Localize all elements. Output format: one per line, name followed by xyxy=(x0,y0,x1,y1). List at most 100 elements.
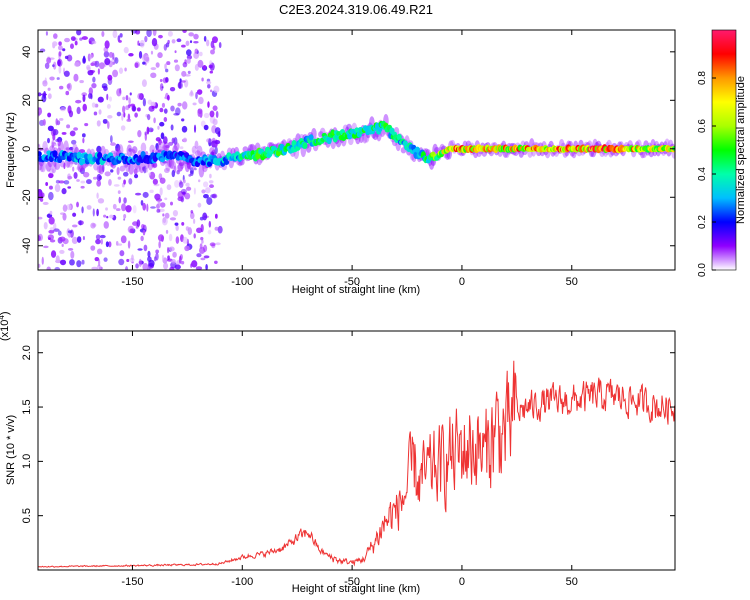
heatmap-noise-cell xyxy=(91,40,97,45)
heatmap-noise-cell xyxy=(131,254,134,261)
heatmap-noise-cell xyxy=(208,220,212,228)
snr-x-tick-label: 0 xyxy=(459,576,465,588)
colorbar-gradient xyxy=(711,29,737,271)
heatmap-noise-cell xyxy=(76,260,82,268)
heatmap-noise-cell xyxy=(42,201,49,206)
heatmap-noise-cell xyxy=(158,34,163,39)
heatmap-halo-cell xyxy=(96,164,103,174)
heatmap-noise-cell xyxy=(167,39,170,45)
heatmap-noise-cell xyxy=(107,115,113,119)
heatmap-noise-cell xyxy=(155,62,160,68)
heatmap-halo-cell xyxy=(79,165,85,172)
heatmap-noise-cell xyxy=(162,217,167,224)
heatmap-noise-cell xyxy=(168,141,174,146)
heatmap-noise-cell xyxy=(79,220,82,226)
heatmap-noise-cell xyxy=(170,124,174,131)
heatmap-noise-cell xyxy=(190,211,195,220)
heatmap-noise-cell xyxy=(218,41,222,49)
heatmap-noise-cell xyxy=(162,136,168,145)
heatmap-noise-cell xyxy=(124,67,127,72)
heatmap-noise-cell xyxy=(88,93,93,99)
heatmap-noise-cell xyxy=(105,241,109,248)
heatmap-noise-cell xyxy=(94,257,100,262)
snr-x-ticks: -150 -100 -50 0 50 xyxy=(121,331,578,588)
heatmap-noise-cell xyxy=(122,105,126,114)
heatmap-noise-cell xyxy=(43,245,49,249)
heatmap-noise-cell xyxy=(188,174,192,177)
heatmap-noise-cell xyxy=(96,264,102,270)
heatmap-noise-cell xyxy=(197,202,202,208)
heatmap-noise-cell xyxy=(176,38,182,43)
heatmap-noise-cell xyxy=(128,53,134,57)
heatmap-noise-cell xyxy=(171,259,176,264)
heatmap-noise-cell xyxy=(142,229,146,236)
heatmap-noise-cell xyxy=(63,162,66,170)
heatmap-noise-cell xyxy=(95,234,101,240)
heatmap-noise-cell xyxy=(94,60,100,68)
heatmap-noise-cell xyxy=(72,212,77,217)
heatmap-noise-cell xyxy=(152,30,157,37)
heatmap-noise-cell xyxy=(107,121,110,129)
heatmap-halo-cell xyxy=(174,142,180,151)
colorbar-tick-label: 0.4 xyxy=(697,167,708,181)
heatmap-ridge-cell xyxy=(97,151,103,159)
heatmap-noise-cell xyxy=(157,234,165,242)
heatmap-noise-cell xyxy=(89,54,93,59)
heatmap-noise-cell xyxy=(211,36,218,44)
spectrogram-y-tick-label: 0 xyxy=(21,146,33,152)
heatmap-noise-cell xyxy=(181,44,186,48)
heatmap-noise-cell xyxy=(66,124,71,129)
heatmap-noise-cell xyxy=(212,118,218,126)
heatmap-noise-cell xyxy=(170,105,175,112)
heatmap-noise-cell xyxy=(182,61,188,68)
heatmap-noise-cell xyxy=(47,137,50,144)
heatmap-noise-cell xyxy=(174,264,181,270)
heatmap-noise-cell xyxy=(125,94,129,101)
spectrogram-panel: -150 -100 -50 0 50 -40 -20 0 20 40 Height of str… xyxy=(5,29,676,296)
heatmap-noise-cell xyxy=(169,266,175,270)
heatmap-noise-cell xyxy=(48,237,51,241)
heatmap-noise-cell xyxy=(171,39,176,44)
heatmap-noise-cell xyxy=(158,240,161,249)
heatmap-noise-cell xyxy=(208,64,213,69)
heatmap-noise-cell xyxy=(55,138,60,143)
heatmap-noise-cell xyxy=(38,107,43,116)
heatmap-noise-cell xyxy=(199,243,203,250)
snr-y-tick-label: 2.0 xyxy=(21,345,33,360)
heatmap-noise-cell xyxy=(121,113,124,121)
heatmap-noise-cell xyxy=(214,260,218,265)
heatmap-noise-cell xyxy=(103,214,107,218)
heatmap-noise-cell xyxy=(54,266,61,270)
heatmap-noise-cell xyxy=(48,185,53,190)
snr-x-tick-label: -100 xyxy=(231,576,253,588)
heatmap-noise-cell xyxy=(105,207,108,211)
heatmap-noise-cell xyxy=(126,118,132,122)
heatmap-noise-cell xyxy=(71,139,77,145)
heatmap-noise-cell xyxy=(92,208,95,217)
heatmap-noise-cell xyxy=(49,239,56,243)
heatmap-noise-cell xyxy=(53,33,58,39)
heatmap-noise-cell xyxy=(159,202,166,208)
heatmap-noise-cell xyxy=(180,188,187,195)
heatmap-noise-cell xyxy=(118,39,122,43)
heatmap-noise-cell xyxy=(184,192,191,200)
heatmap-noise-cell xyxy=(61,188,67,195)
heatmap-halo-cell xyxy=(372,131,379,141)
heatmap-noise-cell xyxy=(175,224,179,232)
spectrogram-x-tick-label: -50 xyxy=(344,276,360,288)
heatmap-noise-cell xyxy=(67,159,73,168)
heatmap-noise-cell xyxy=(214,146,218,155)
heatmap-noise-cell xyxy=(172,251,177,258)
snr-y-tick-label: 1.5 xyxy=(21,399,33,414)
heatmap-noise-cell xyxy=(52,129,59,136)
heatmap-noise-cell xyxy=(157,149,162,153)
heatmap-noise-cell xyxy=(189,40,193,44)
heatmap-noise-cell xyxy=(174,180,180,188)
heatmap-noise-cell xyxy=(62,48,66,52)
heatmap-noise-cell xyxy=(152,162,158,168)
heatmap-noise-cell xyxy=(82,236,85,241)
heatmap-noise-cell xyxy=(112,69,119,78)
heatmap-noise-cell xyxy=(67,186,72,189)
heatmap-noise-cell xyxy=(108,51,114,58)
heatmap-noise-cell xyxy=(56,77,60,80)
